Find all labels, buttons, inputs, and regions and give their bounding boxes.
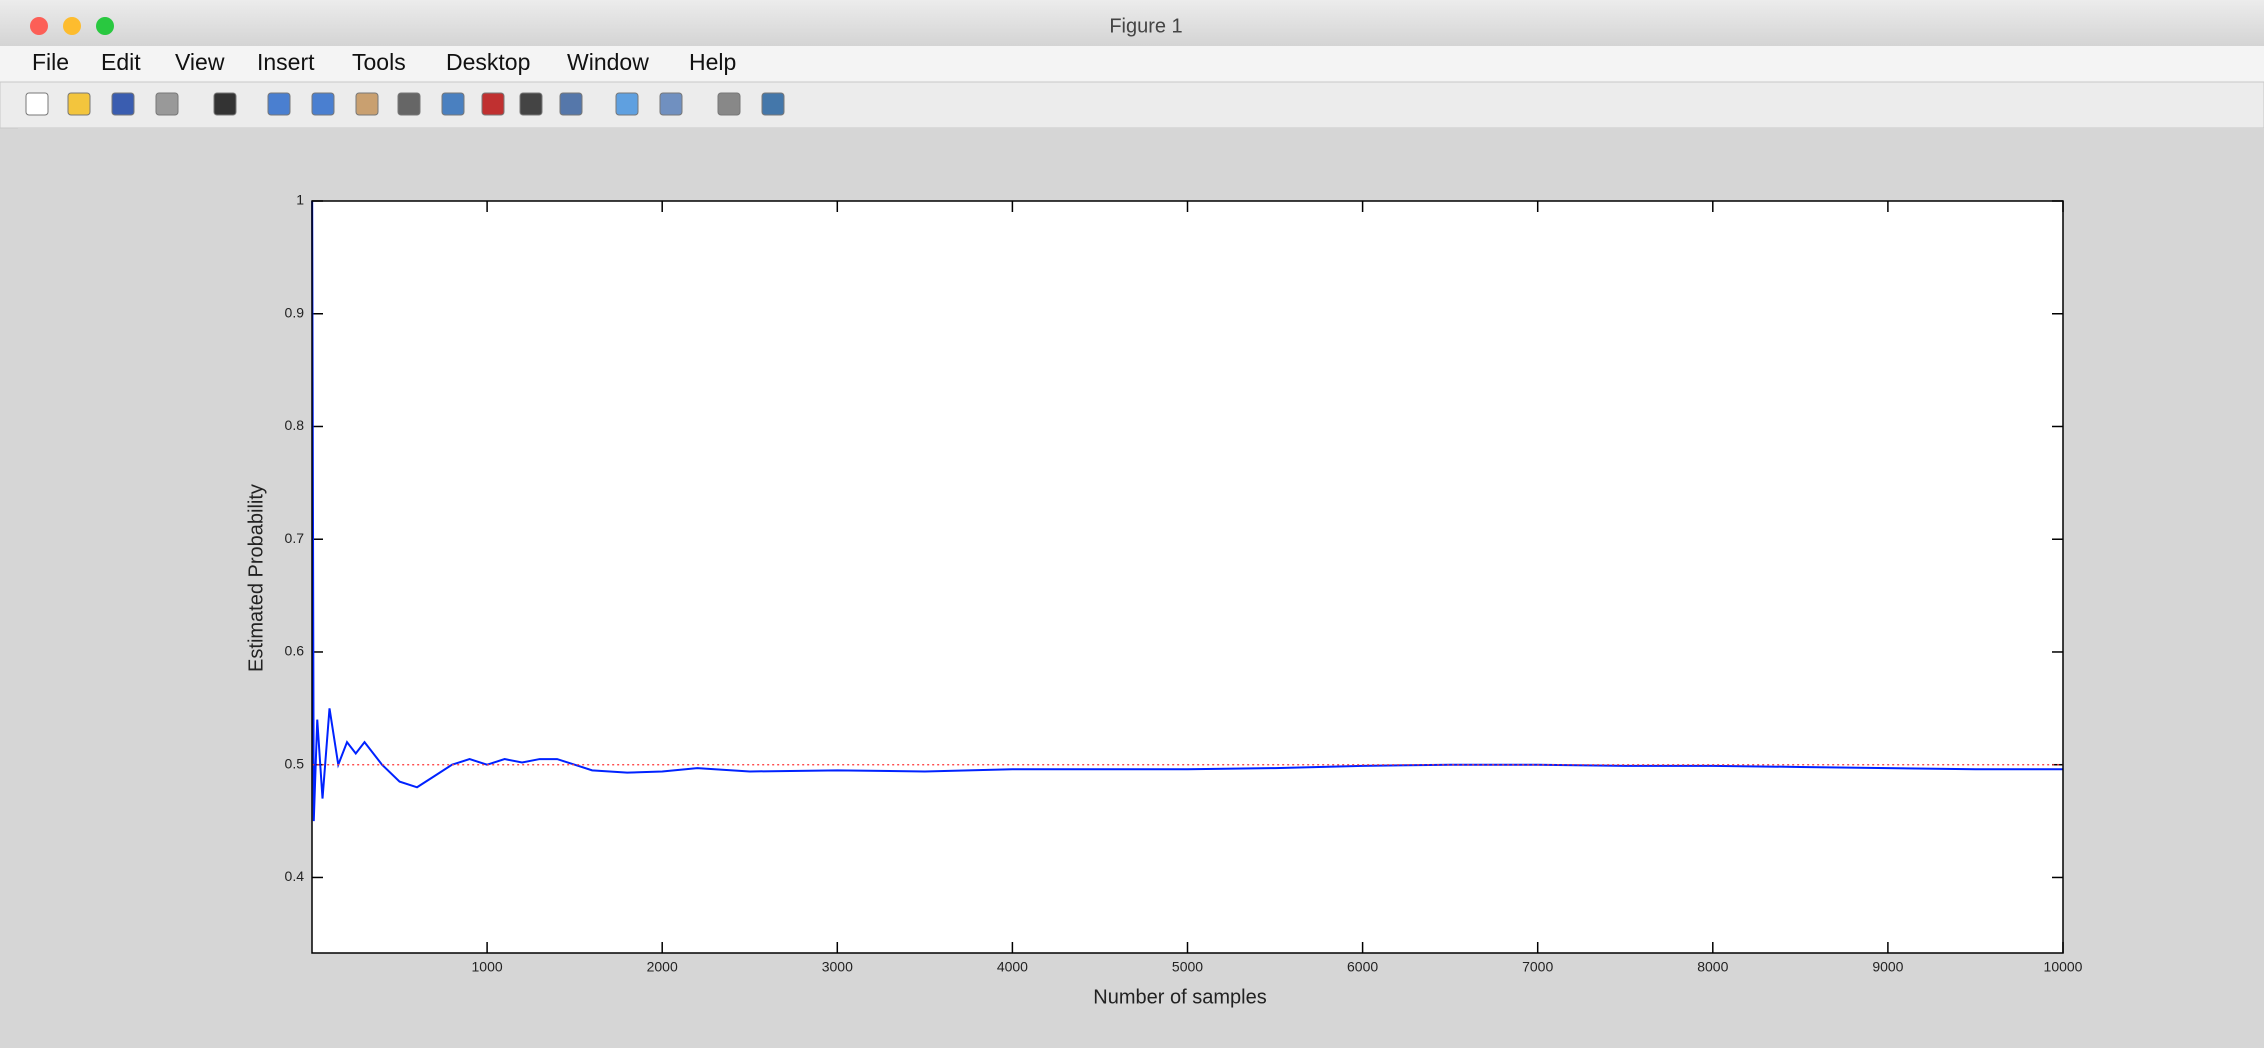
x-tick-label: 1000 (472, 959, 503, 975)
x-tick-label: 2000 (647, 959, 678, 975)
toolbar-button[interactable] (355, 92, 379, 116)
toolbar-button[interactable] (155, 92, 179, 116)
menu-item[interactable]: Edit (101, 49, 141, 75)
toolbar-button[interactable] (559, 92, 583, 116)
axes-box (311, 200, 2064, 954)
y-tick-label: 0.6 (285, 643, 305, 659)
toolbar-button[interactable] (67, 92, 91, 116)
window-title: Figure 1 (1109, 15, 1182, 37)
y-tick-label: 0.8 (285, 417, 305, 433)
y-tick-label: 0.5 (285, 755, 305, 771)
x-tick-label: 7000 (1522, 959, 1553, 975)
x-tick-label: 8000 (1697, 959, 1728, 975)
x-tick-label: 9000 (1872, 959, 1903, 975)
toolbar-button[interactable] (761, 92, 785, 116)
plot-area (312, 201, 2063, 953)
toolbar-button[interactable] (311, 92, 335, 116)
toolbar-button[interactable] (615, 92, 639, 116)
close-button[interactable] (30, 17, 48, 35)
toolbar-button[interactable] (111, 92, 135, 116)
x-axis-label: Number of samples (1093, 986, 1266, 1008)
menu-bar (0, 46, 2264, 82)
toolbar-icons (25, 92, 785, 116)
toolbar-button[interactable] (397, 92, 421, 116)
y-tick-label: 1 (296, 192, 304, 208)
menu-item[interactable]: File (32, 49, 69, 75)
menu-item[interactable]: Help (689, 49, 736, 75)
zoom-button[interactable] (96, 17, 114, 35)
toolbar (0, 81, 2264, 129)
menu-item[interactable]: Tools (352, 49, 406, 75)
x-tick-label: 3000 (822, 959, 853, 975)
toolbar-button[interactable] (481, 92, 505, 116)
toolbar-button[interactable] (267, 92, 291, 116)
y-tick-label: 0.9 (285, 304, 305, 320)
y-tick-label: 0.4 (285, 868, 305, 884)
y-tick-label: 0.7 (285, 530, 305, 546)
menu-item[interactable]: View (175, 49, 225, 75)
x-tick-label: 5000 (1172, 959, 1203, 975)
toolbar-button[interactable] (213, 92, 237, 116)
menu-item[interactable]: Desktop (446, 49, 530, 75)
toolbar-button[interactable] (25, 92, 49, 116)
title-bar (0, 0, 2264, 46)
x-tick-label: 6000 (1347, 959, 1378, 975)
y-axis-label: Estimated Probability (245, 484, 267, 672)
x-tick-label: 10000 (2044, 959, 2083, 975)
data-line (311, 200, 2063, 822)
toolbar-button[interactable] (717, 92, 741, 116)
toolbar-button[interactable] (441, 92, 465, 116)
toolbar-button[interactable] (519, 92, 543, 116)
minimize-button[interactable] (63, 17, 81, 35)
toolbar-button[interactable] (659, 92, 683, 116)
menu-item[interactable]: Window (567, 49, 649, 75)
x-tick-label: 4000 (997, 959, 1028, 975)
menu-item[interactable]: Insert (257, 49, 315, 75)
